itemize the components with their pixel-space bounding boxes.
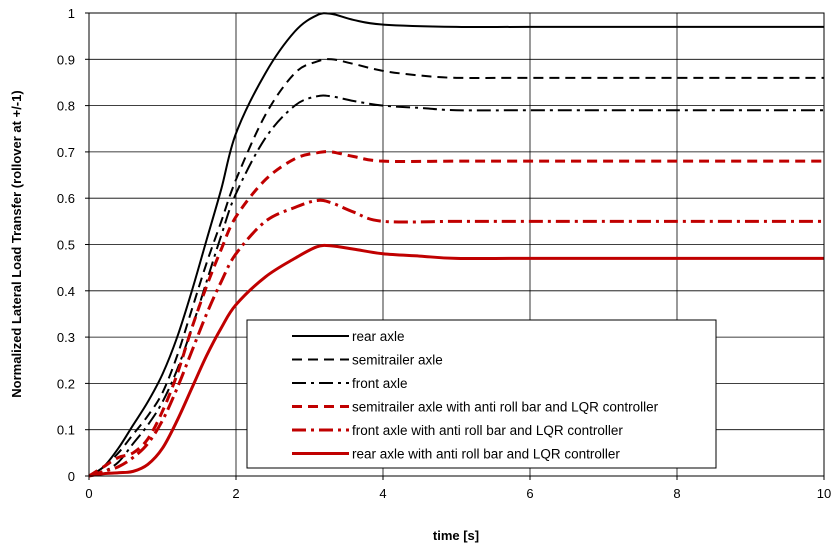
plot-frame	[88, 12, 825, 477]
y-tick-label: 0	[68, 469, 75, 484]
y-tick-label: 0.1	[57, 423, 75, 438]
legend-label: front axle	[352, 376, 408, 391]
legend-box	[246, 319, 717, 469]
legend-label: semitrailer axle	[352, 353, 443, 368]
legend-label: front axle with anti roll bar and LQR co…	[352, 423, 623, 438]
legend-label: rear axle	[352, 329, 405, 344]
x-axis-label: time [s]	[433, 528, 479, 543]
series-line-2	[88, 58, 824, 477]
y-tick-label: 0.5	[57, 238, 75, 253]
legend-label: semitrailer axle with anti roll bar and …	[352, 400, 659, 415]
series-line-5	[88, 198, 824, 478]
x-tick-label: 4	[379, 486, 386, 501]
tick-labels: 00.10.20.30.40.50.60.70.80.910 2 4 6 8 10	[57, 6, 831, 501]
y-tick-label: 0.2	[57, 376, 75, 391]
x-tick-label: 0	[85, 486, 92, 501]
x-tick-label: 8	[673, 486, 680, 501]
data-series	[88, 12, 824, 478]
y-tick-label: 0.8	[57, 99, 75, 114]
series-line-1	[88, 12, 824, 477]
y-tick-label: 0.6	[57, 191, 75, 206]
y-tick-label: 0.3	[57, 330, 75, 345]
y-axis-label: Normalized Lateral Load Transfer (rollov…	[9, 90, 24, 397]
series-line-3	[88, 94, 824, 477]
x-tick-label: 6	[526, 486, 533, 501]
x-tick-label: 10	[817, 486, 831, 501]
legend-label: rear axle with anti roll bar and LQR con…	[352, 447, 620, 462]
series-line-6	[88, 243, 824, 478]
y-tick-label: 0.9	[57, 52, 75, 67]
series-line-4	[88, 150, 824, 478]
y-tick-label: 1	[68, 6, 75, 21]
x-tick-label: 2	[232, 486, 239, 501]
y-tick-label: 0.7	[57, 145, 75, 160]
y-tick-label: 0.4	[57, 284, 75, 299]
legend: rear axle semitrailer axle front axle semit…	[246, 319, 717, 469]
